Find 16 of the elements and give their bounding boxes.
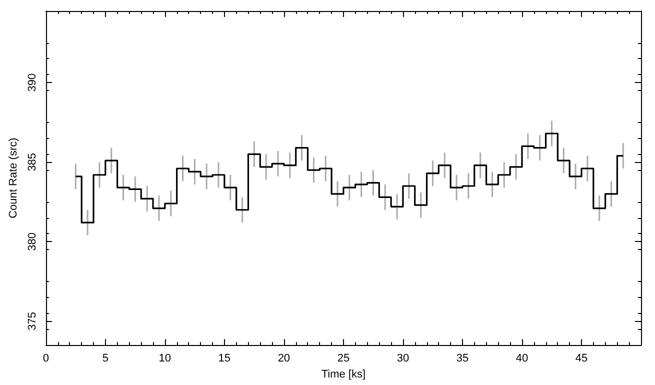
y-tick-label: 390 bbox=[26, 73, 38, 92]
y-tick-label: 385 bbox=[26, 152, 38, 172]
x-tick-label: 0 bbox=[42, 352, 49, 365]
y-axis-title: Count Rate (src) bbox=[8, 138, 20, 218]
y-tick-label: 380 bbox=[26, 232, 38, 251]
x-tick-label: 25 bbox=[337, 352, 350, 365]
x-tick-label: 10 bbox=[158, 352, 172, 365]
x-tick-label: 35 bbox=[456, 352, 469, 365]
x-tick-label: 20 bbox=[278, 352, 290, 365]
x-tick-label: 40 bbox=[516, 352, 528, 365]
x-tick-label: 5 bbox=[102, 352, 108, 365]
x-axis-title: Time [ks] bbox=[321, 368, 366, 380]
x-tick-label: 15 bbox=[218, 352, 231, 365]
y-tick-label: 375 bbox=[26, 312, 38, 330]
x-tick-label: 45 bbox=[575, 352, 588, 365]
x-tick-label: 30 bbox=[396, 352, 410, 365]
